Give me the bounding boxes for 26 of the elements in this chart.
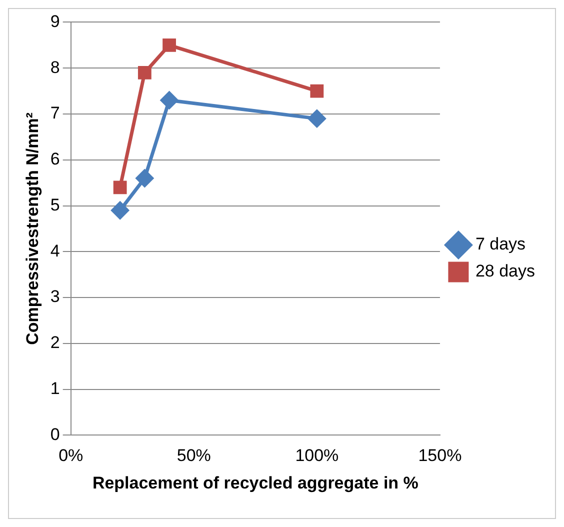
y-axis-title: Compressivestrength N/mm² bbox=[22, 112, 42, 345]
y-tick-label: 2 bbox=[50, 333, 60, 352]
y-tick-label: 7 bbox=[50, 104, 60, 123]
legend-label: 28 days bbox=[475, 262, 536, 281]
x-tick-label: 50% bbox=[176, 446, 211, 466]
point bbox=[162, 38, 176, 52]
x-tick-label: 0% bbox=[58, 446, 84, 466]
point bbox=[136, 169, 154, 187]
y-tick-label: 1 bbox=[50, 379, 60, 398]
point bbox=[308, 110, 326, 128]
legend-label: 7 days bbox=[475, 234, 526, 254]
y-tick-label: 4 bbox=[50, 241, 60, 260]
y-tick-label: 0 bbox=[50, 424, 60, 444]
point bbox=[111, 202, 129, 220]
x-axis-title: Replacement of recycled aggregate in % bbox=[92, 473, 418, 492]
y-tick-label: 9 bbox=[50, 12, 60, 31]
point bbox=[310, 84, 324, 98]
point bbox=[160, 91, 178, 109]
point bbox=[138, 66, 152, 80]
y-tick-label: 3 bbox=[50, 287, 60, 306]
point bbox=[113, 180, 127, 194]
x-tick-label: 100% bbox=[295, 446, 339, 466]
y-tick-label: 6 bbox=[50, 150, 60, 169]
y-tick-label: 5 bbox=[50, 195, 60, 214]
x-tick-label: 150% bbox=[418, 446, 462, 466]
y-tick-label: 8 bbox=[50, 58, 60, 77]
